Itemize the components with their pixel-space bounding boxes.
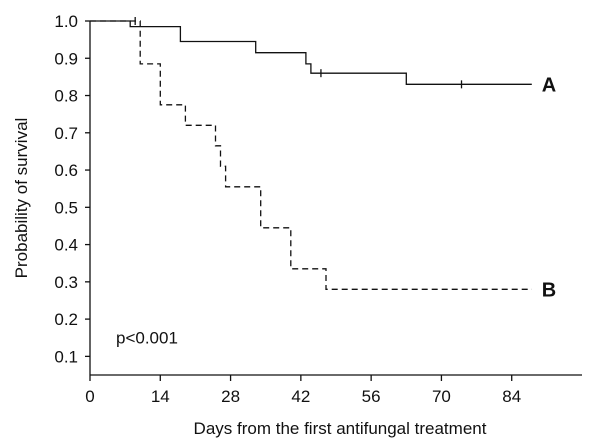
series-b-line <box>90 20 532 290</box>
x-tick-label: 56 <box>362 387 381 406</box>
y-tick-label: 0.8 <box>54 87 78 106</box>
y-axis-title: Probability of survival <box>12 118 31 279</box>
y-tick-label: 0.1 <box>54 347 78 366</box>
series-a-line <box>90 20 532 85</box>
y-axis-ticks: 0.1 0.2 0.3 0.4 0.5 0.6 0.7 0.8 0.9 1.0 <box>54 12 90 366</box>
p-value-annotation: p<0.001 <box>116 329 178 348</box>
x-tick-label: 28 <box>221 387 240 406</box>
x-tick-label: 0 <box>85 387 94 406</box>
y-tick-label: 0.4 <box>54 236 78 255</box>
x-tick-label: 84 <box>502 387 521 406</box>
x-axis-title: Days from the first antifungal treatment <box>194 419 487 438</box>
y-tick-label: 0.9 <box>54 49 78 68</box>
y-tick-label: 0.2 <box>54 310 78 329</box>
y-tick-label: 0.3 <box>54 273 78 292</box>
y-tick-label: 1.0 <box>54 12 78 31</box>
x-tick-label: 14 <box>151 387 170 406</box>
series-a-label: A <box>542 74 556 96</box>
series-b-label: B <box>542 279 556 301</box>
x-tick-label: 70 <box>432 387 451 406</box>
x-tick-label: 42 <box>291 387 310 406</box>
axes <box>89 21 582 376</box>
y-tick-label: 0.5 <box>54 198 78 217</box>
y-tick-label: 0.7 <box>54 124 78 143</box>
series-layer <box>90 17 532 290</box>
x-axis-ticks: 0 14 28 42 56 70 84 <box>85 375 521 406</box>
y-tick-label: 0.6 <box>54 161 78 180</box>
